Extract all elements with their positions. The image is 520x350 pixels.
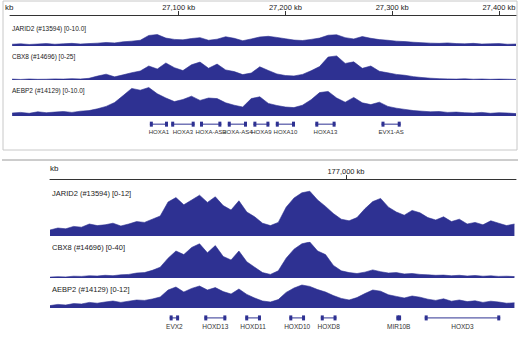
svg-text:HOXD13: HOXD13 [202,323,228,330]
svg-text:HOXA10: HOXA10 [274,129,298,135]
svg-text:EVX1-AS: EVX1-AS [378,129,403,135]
svg-text:MIR10B: MIR10B [387,323,410,330]
svg-text:27,300 kb: 27,300 kb [376,3,409,12]
svg-text:JARID2 (#13594) [0-10.0]: JARID2 (#13594) [0-10.0] [12,25,86,33]
svg-text:kb: kb [5,3,14,12]
svg-text:HOXA1: HOXA1 [149,129,170,135]
svg-text:HOXA13: HOXA13 [314,129,338,135]
svg-text:27,400 kb: 27,400 kb [482,3,515,12]
svg-text:HOXA-AS3: HOXA-AS3 [195,129,226,136]
svg-text:HOXD8: HOXD8 [317,323,340,330]
svg-text:AEBP2 (#14129) [0-10.0]: AEBP2 (#14129) [0-10.0] [12,87,85,95]
svg-text:HOXD3: HOXD3 [451,323,474,330]
svg-text:177,000 kb: 177,000 kb [327,167,364,176]
svg-text:HOXD11: HOXD11 [240,323,266,330]
svg-text:CBX8 (#14696) [0-40]: CBX8 (#14696) [0-40] [52,243,125,252]
svg-text:kb: kb [50,164,59,173]
svg-text:CBX8 (#14696) [0-25]: CBX8 (#14696) [0-25] [12,53,75,61]
svg-text:JARID2 (#13594) [0-12]: JARID2 (#13594) [0-12] [52,189,131,198]
svg-text:HOXA9: HOXA9 [251,129,272,135]
svg-text:HOXA3: HOXA3 [173,129,194,135]
svg-text:27,100 kb: 27,100 kb [162,3,195,12]
svg-text:HOXA-AS4: HOXA-AS4 [222,129,253,135]
svg-text:EVX2: EVX2 [166,323,183,330]
svg-text:AEBP2 (#14129) [0-12]: AEBP2 (#14129) [0-12] [52,285,130,294]
svg-text:HOXD10: HOXD10 [284,323,310,330]
svg-text:27,200 kb: 27,200 kb [269,3,302,12]
